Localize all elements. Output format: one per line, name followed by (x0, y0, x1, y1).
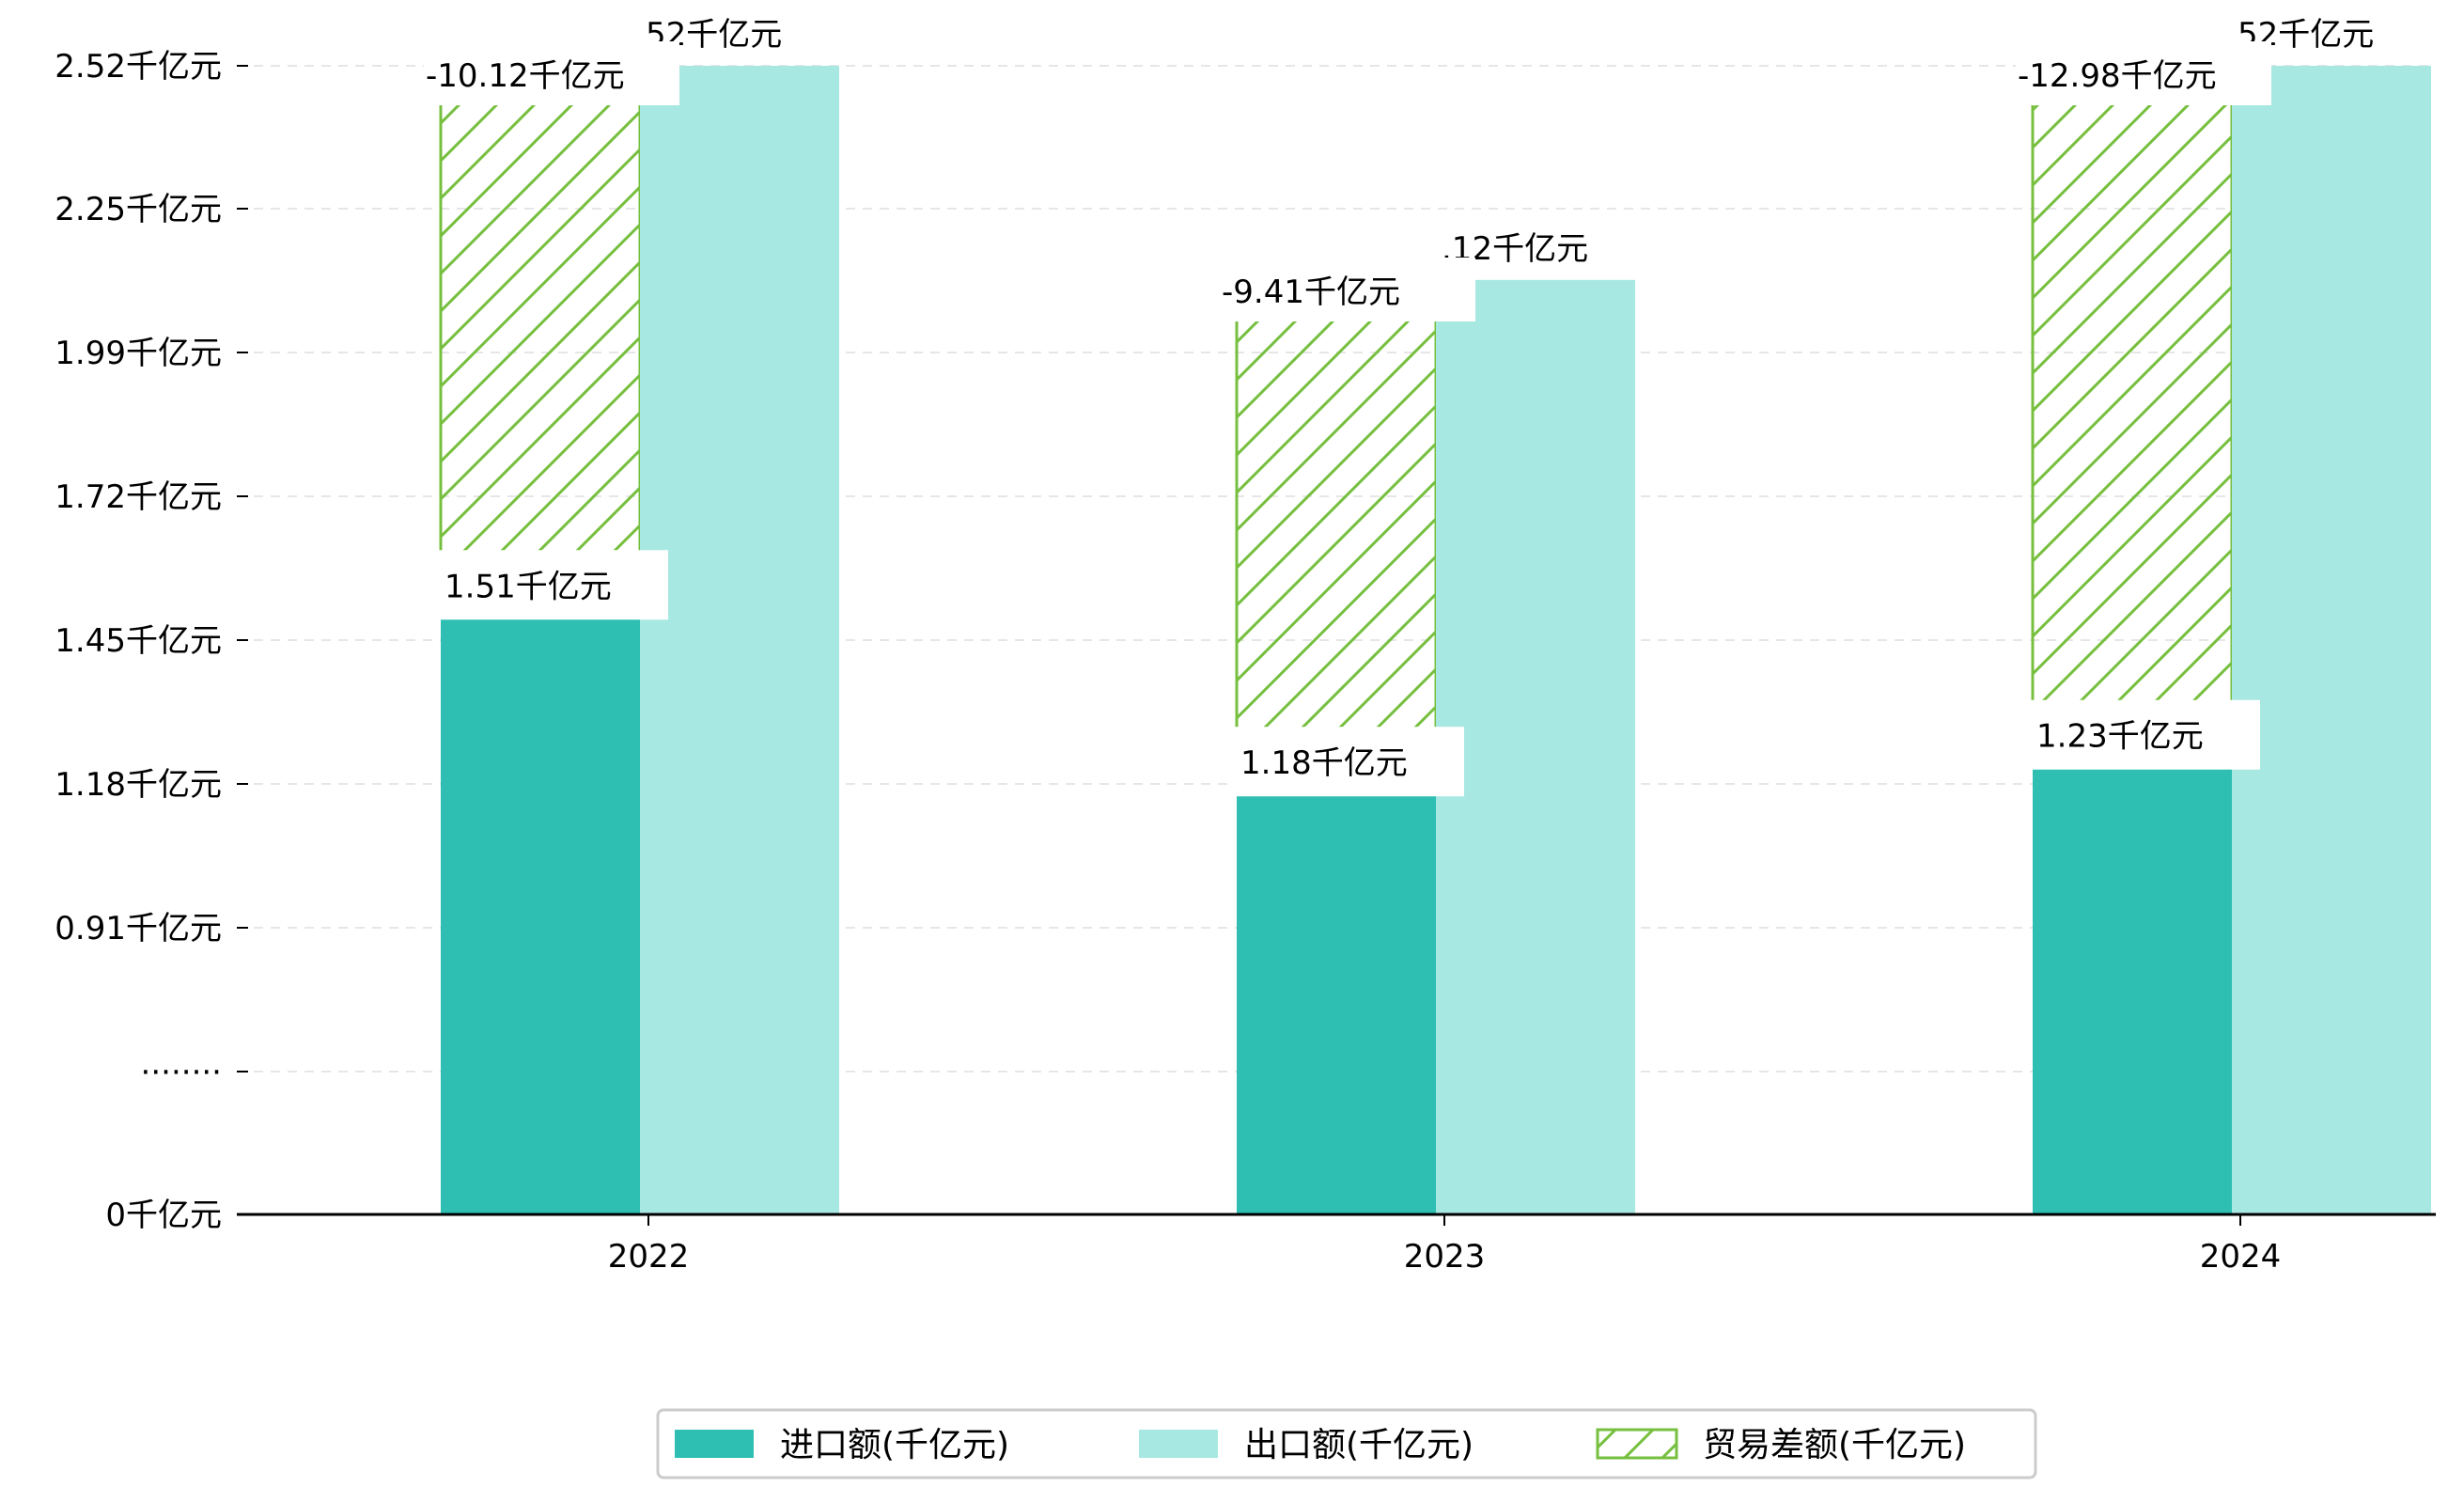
bar-balance-2023 (1235, 316, 1438, 785)
bar-import-2022 (441, 606, 640, 1214)
bar-export-2023 (1436, 279, 1635, 1215)
data-label-balance: -9.41千亿元 (1222, 274, 1400, 311)
legend-swatch (1596, 1428, 1678, 1460)
bar-import-2023 (1237, 783, 1436, 1214)
bar-import-2024 (2033, 756, 2232, 1214)
label-backdrop (424, 41, 679, 105)
y-tick-label: 1.18千亿元 (55, 766, 222, 804)
legend-label: 进口额(千亿元) (780, 1426, 1009, 1464)
y-tick-label: 0.91千亿元 (55, 910, 222, 947)
label-backdrop (1220, 258, 1475, 321)
y-tick-label: 1.99千亿元 (55, 335, 222, 372)
bar-balance-2022 (439, 100, 642, 608)
bar-balance-2024 (2031, 100, 2234, 759)
y-tick-label: 1.45千亿元 (55, 622, 222, 660)
y-tick-label: 0千亿元 (105, 1197, 222, 1234)
label-backdrop (2027, 699, 2260, 770)
label-backdrop (2016, 41, 2271, 105)
legend: 进口额(千亿元) 出口额(千亿元) 贸易差额(千亿元) (656, 1408, 2037, 1480)
legend-label: 贸易差额(千亿元) (1703, 1426, 1966, 1464)
data-label-balance: -10.12千亿元 (426, 57, 625, 95)
data-label-balance: -12.98千亿元 (2018, 57, 2217, 95)
legend-box (656, 1408, 2037, 1480)
legend-swatch (675, 1430, 754, 1458)
y-tick-label: 2.25千亿元 (55, 191, 222, 228)
y-tick-label: 2.52千亿元 (55, 48, 222, 86)
bar-export-2024 (2232, 66, 2431, 1214)
y-tick-label: ········ (141, 1054, 222, 1091)
bar-export-2022 (640, 66, 839, 1214)
bars (439, 66, 2431, 1215)
label-backdrop (1231, 727, 1464, 797)
data-label-import: 1.18千亿元 (1240, 744, 1408, 782)
legend-label: 出口额(千亿元) (1244, 1426, 1474, 1464)
x-tick-label: 2023 (1404, 1238, 1486, 1276)
data-label-import: 1.51千亿元 (444, 568, 612, 605)
x-tick-label: 2024 (2200, 1238, 2282, 1276)
label-backdrop (435, 550, 668, 620)
y-tick-label: 1.72千亿元 (55, 478, 222, 516)
axes: 0千亿元 ········ 0.91千亿元 1.18千亿元 1.45千亿元 1.72千亿元… (55, 48, 2436, 1276)
data-label-import: 1.23千亿元 (2036, 718, 2204, 756)
data-labels: 1.51千亿元52千亿元-10.12千亿元1.18千亿元.12千亿元-9.41千… (424, 16, 2374, 797)
legend-swatch (1139, 1430, 1218, 1458)
x-tick-label: 2022 (608, 1238, 690, 1276)
